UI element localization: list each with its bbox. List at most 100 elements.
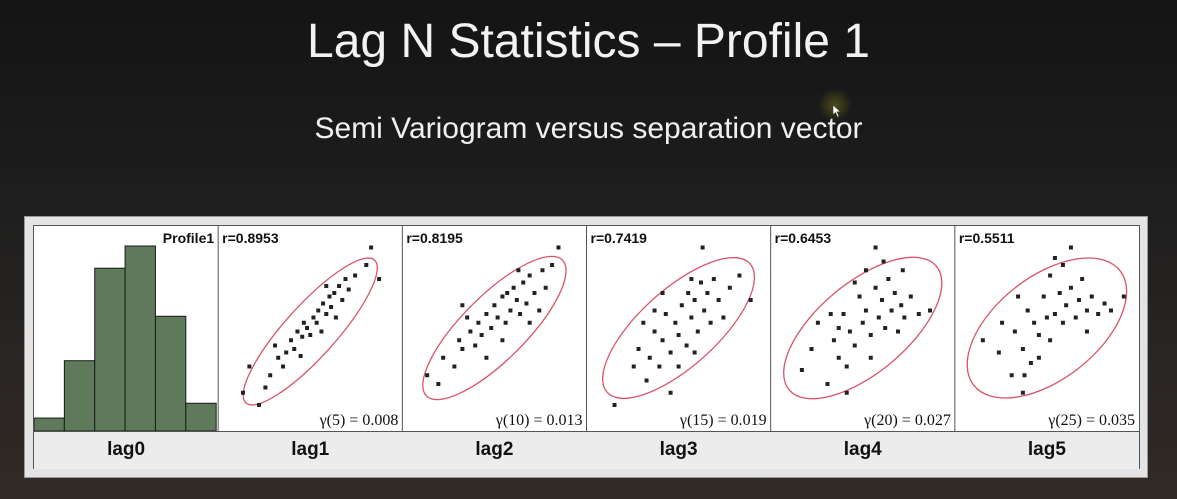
scatter-point xyxy=(511,285,516,290)
scatter-point xyxy=(505,291,510,295)
scatter-point xyxy=(484,355,489,360)
scatter-point xyxy=(337,284,342,288)
scatter-point xyxy=(679,303,684,308)
scatter-point xyxy=(1012,329,1017,334)
confidence-ellipse xyxy=(783,256,943,400)
scatter-point xyxy=(857,294,862,299)
scatter-point xyxy=(663,312,668,316)
scatter-point xyxy=(928,308,933,313)
scatter-point xyxy=(484,312,489,316)
scatter-point xyxy=(708,320,713,325)
scatter-point xyxy=(1089,294,1094,299)
scatter-point xyxy=(516,268,521,273)
scatter-point xyxy=(319,329,324,334)
scatter-point xyxy=(460,303,465,308)
scatter-point xyxy=(841,312,846,316)
scatter-point xyxy=(895,329,900,334)
scatter-point xyxy=(1064,303,1069,308)
correlation-label: r=0.5511 xyxy=(959,230,1015,246)
scatter-point xyxy=(473,343,478,348)
scatter-point xyxy=(863,308,868,313)
scatter-point xyxy=(281,364,286,369)
semivariogram-label: γ(5) = 0.008 xyxy=(319,412,399,429)
scatter-point xyxy=(492,303,497,308)
scatter-point xyxy=(1052,256,1057,260)
scatter-point xyxy=(364,263,369,267)
scatter-point xyxy=(550,263,555,267)
scatter-point xyxy=(289,338,294,343)
scatter-point xyxy=(377,277,382,281)
scatter-point xyxy=(868,355,873,360)
scatter-point xyxy=(900,268,905,273)
scatter-point xyxy=(881,259,886,264)
scatter-point xyxy=(892,291,897,295)
scatter-point xyxy=(316,308,321,313)
scatter-point xyxy=(1009,373,1014,378)
lag-label-strip: lag0 lag1 lag2 lag3 lag4 lag5 xyxy=(34,431,1139,469)
scatter-point xyxy=(1016,294,1021,299)
scatter-point xyxy=(809,347,814,351)
correlation-label: r=0.8195 xyxy=(406,230,463,246)
scatter-point xyxy=(1000,320,1005,325)
scatter-point xyxy=(899,303,904,308)
scatter-point xyxy=(886,277,891,281)
histogram-bar xyxy=(154,315,187,431)
scatter-point xyxy=(647,355,652,360)
scatter-point xyxy=(852,343,857,348)
scatter-point xyxy=(876,315,881,320)
scatter-point xyxy=(452,364,457,369)
scatter-point xyxy=(727,285,732,290)
scatter-point xyxy=(676,364,681,369)
lag-label: lag3 xyxy=(659,439,698,460)
scatter-point xyxy=(1052,312,1057,316)
scatter-point xyxy=(879,298,884,302)
scatter-point xyxy=(240,390,245,395)
scatter-point xyxy=(479,333,484,337)
scatter-point xyxy=(353,273,358,278)
histogram-title: Profile1 xyxy=(163,230,215,246)
lag-statistics-panel: Profile1 r=0.8953 γ(5) = 0.008 r=0.8195 γ(10… xyxy=(24,216,1148,478)
scatter-point xyxy=(902,315,907,320)
scatter-point xyxy=(652,308,657,313)
scatter-point xyxy=(314,320,319,325)
histogram-bar xyxy=(34,417,65,431)
scatter-point xyxy=(500,294,505,299)
scatter-point xyxy=(908,294,913,299)
scatter-point xyxy=(311,315,316,320)
scatter-point xyxy=(692,298,697,302)
scatter-point xyxy=(1108,308,1113,313)
scatter-point xyxy=(721,315,726,320)
scatter-point xyxy=(1080,277,1085,281)
scatter-point xyxy=(828,312,833,316)
scatter-point xyxy=(836,355,841,360)
scatter-point xyxy=(527,273,532,278)
scatter-point xyxy=(500,338,505,343)
scatter-point xyxy=(652,329,657,334)
scatter-point xyxy=(521,280,526,285)
slide-title: Lag N Statistics – Profile 1 xyxy=(307,15,870,68)
scatter-point xyxy=(668,390,673,395)
correlation-label: r=0.8953 xyxy=(222,230,279,246)
scatter-point xyxy=(1036,333,1041,337)
correlation-label: r=0.7419 xyxy=(591,230,648,246)
semivariogram-label: γ(10) = 0.013 xyxy=(495,412,583,429)
lag-label: lag0 xyxy=(107,439,146,460)
scatter-point xyxy=(343,277,348,281)
slide-subtitle: Semi Variogram versus separation vector xyxy=(314,112,863,145)
scatter-point xyxy=(1044,315,1049,320)
scatter-point xyxy=(1020,347,1025,351)
scatter-point xyxy=(1032,320,1037,325)
scatter-point xyxy=(468,329,473,334)
scatter-point xyxy=(436,382,441,386)
scatter-point xyxy=(1121,294,1126,299)
scatter-point xyxy=(298,354,303,358)
scatter-point xyxy=(644,378,649,383)
semivariogram-label: γ(25) = 0.035 xyxy=(1047,412,1135,429)
scatter-point xyxy=(815,320,820,325)
scatter-point xyxy=(711,277,716,281)
scatter-point xyxy=(831,338,836,343)
scatter-point xyxy=(684,343,689,348)
scatter-point xyxy=(1084,329,1089,334)
scatter-point xyxy=(518,312,523,316)
scatter-point xyxy=(369,245,374,250)
